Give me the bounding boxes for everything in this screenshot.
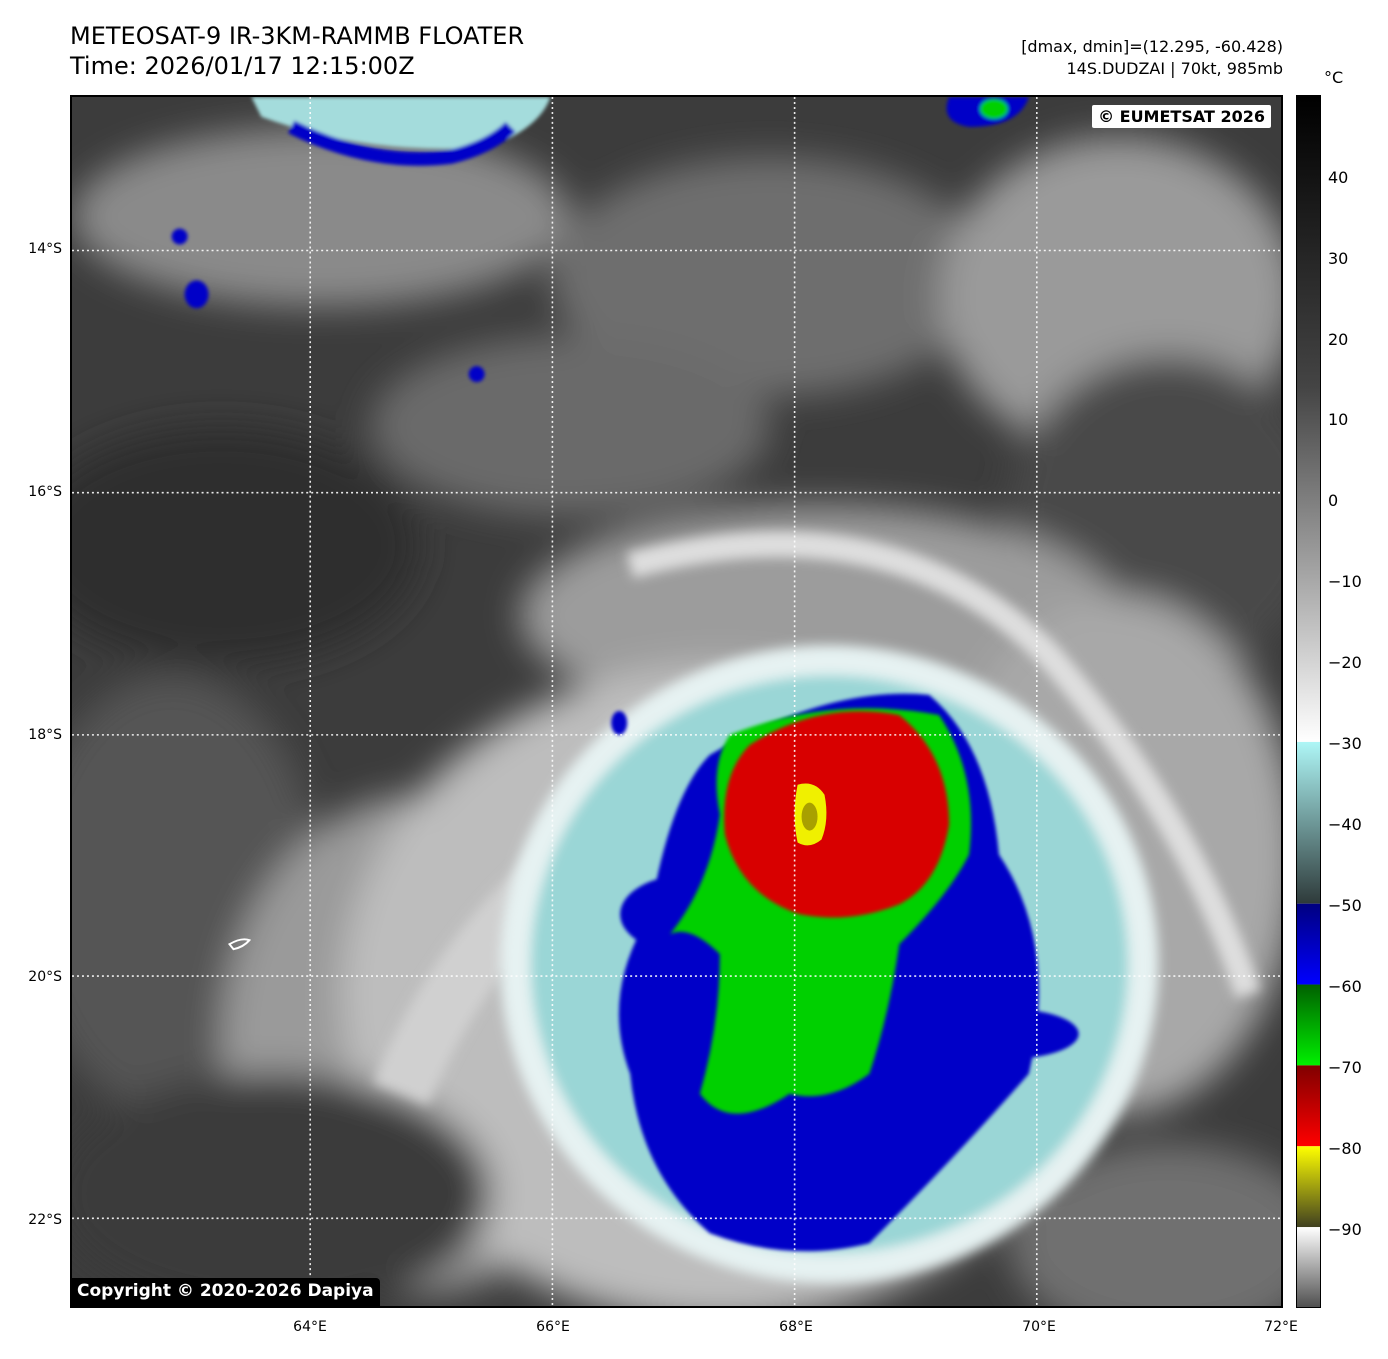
northern-convection bbox=[171, 97, 1029, 735]
colorbar-tick: −70 bbox=[1328, 1058, 1362, 1077]
colorbar-unit: °C bbox=[1324, 68, 1344, 87]
lat-label-16s: 16°S bbox=[28, 484, 62, 500]
colorbar-tick: 40 bbox=[1328, 168, 1349, 187]
colorbar-tick: −50 bbox=[1328, 896, 1362, 915]
lat-label-14s: 14°S bbox=[28, 241, 62, 257]
colorbar-tick: 30 bbox=[1328, 249, 1349, 268]
island-outline bbox=[227, 938, 252, 951]
map-timestamp: Time: 2026/01/17 12:15:00Z bbox=[70, 52, 415, 80]
convection-red bbox=[724, 711, 950, 918]
map-title: METEOSAT-9 IR-3KM-RAMMB FLOATER bbox=[70, 22, 525, 50]
eumetsat-copyright: © EUMETSAT 2026 bbox=[1092, 105, 1271, 128]
lon-label-66e: 66°E bbox=[536, 1319, 570, 1335]
colorbar-tick: −10 bbox=[1328, 572, 1362, 591]
lon-label-68e: 68°E bbox=[779, 1319, 813, 1335]
colorbar-tick: −40 bbox=[1328, 815, 1362, 834]
lon-label-70e: 70°E bbox=[1022, 1319, 1056, 1335]
storm-info: 14S.DUDZAI | 70kt, 985mb bbox=[1066, 59, 1284, 78]
lon-label-72e: 72°E bbox=[1264, 1319, 1298, 1335]
colorbar-tick: −80 bbox=[1328, 1139, 1362, 1158]
colorbar-tick: 10 bbox=[1328, 410, 1349, 429]
satellite-image-panel: © EUMETSAT 2026 Copyright © 2020-2026 Da… bbox=[70, 95, 1283, 1308]
temperature-colorbar bbox=[1296, 95, 1321, 1308]
colorbar-tick: −60 bbox=[1328, 977, 1362, 996]
lat-label-22s: 22°S bbox=[28, 1212, 62, 1228]
colorbar-tick: 0 bbox=[1328, 491, 1339, 510]
colorbar-tick: −90 bbox=[1328, 1220, 1362, 1239]
data-range-info: [dmax, dmin]=(12.295, -60.428) bbox=[1021, 37, 1283, 56]
lat-label-20s: 20°S bbox=[28, 969, 62, 985]
convection-yellow bbox=[794, 783, 827, 846]
colorbar-tick: 20 bbox=[1328, 330, 1349, 349]
colorbar-tick: −20 bbox=[1328, 653, 1362, 672]
graticule bbox=[72, 97, 1281, 1306]
ir-satellite-image bbox=[72, 97, 1281, 1306]
lat-label-18s: 18°S bbox=[28, 727, 62, 743]
dapiya-copyright: Copyright © 2020-2026 Dapiya bbox=[72, 1278, 380, 1306]
lon-label-64e: 64°E bbox=[293, 1319, 327, 1335]
colorbar-tick: −30 bbox=[1328, 734, 1362, 753]
